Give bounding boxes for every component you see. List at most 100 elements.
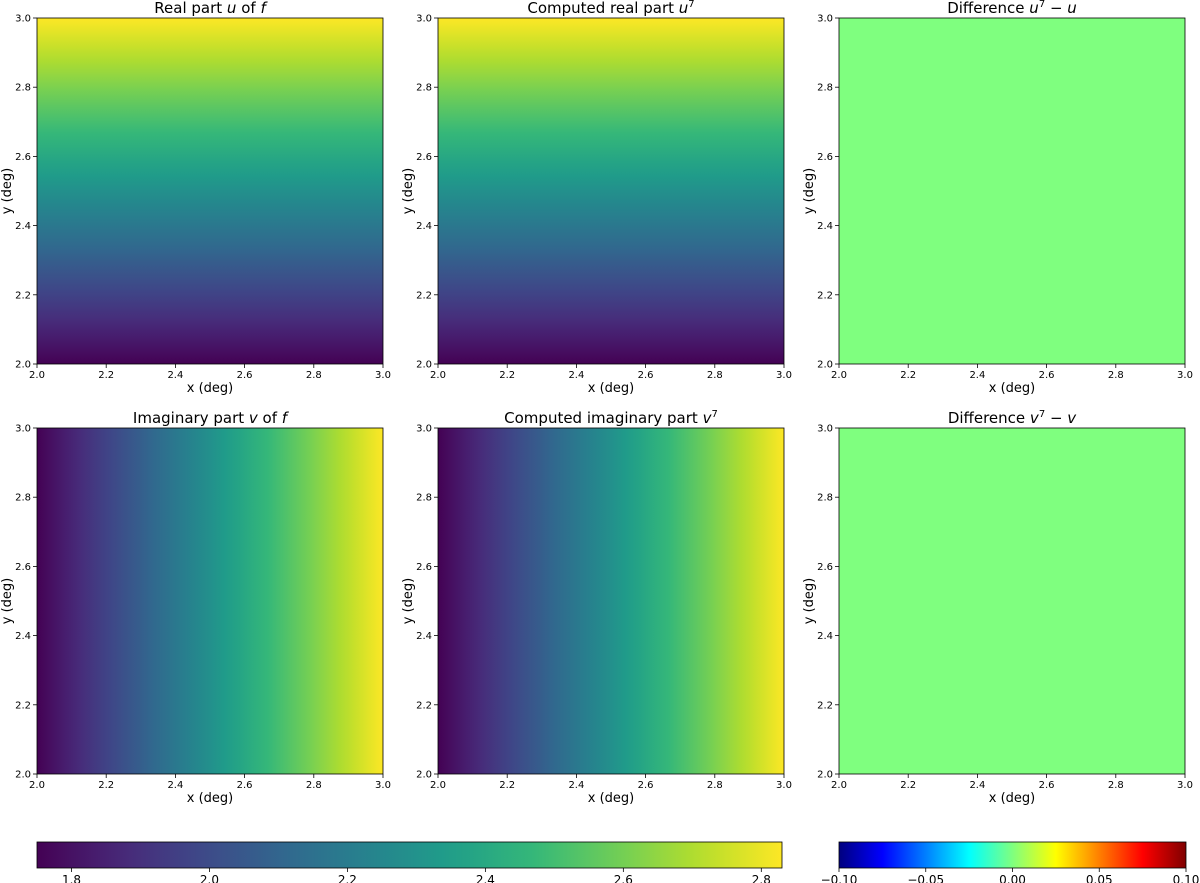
axes-frame bbox=[838, 427, 1186, 775]
colorbar-tick-label: 1.8 bbox=[62, 873, 81, 883]
panel-computed-real-part-u-7: Computed real part u7 2.0 2.2 2.4 2.6 2.8 3.0 2… bbox=[401, 0, 792, 396]
x-tick-label: 3.0 bbox=[776, 780, 792, 791]
y-tick-label: 2.8 bbox=[817, 83, 833, 94]
title-part: Real part bbox=[154, 0, 227, 17]
colorbar-tick-label: 2.0 bbox=[200, 873, 219, 883]
title-part: 7 bbox=[1039, 0, 1045, 10]
x-axis-label: x (deg) bbox=[588, 381, 634, 396]
y-axis-label: y (deg) bbox=[802, 578, 817, 624]
title-part: − bbox=[1045, 409, 1067, 427]
panel-title: Difference v7 − v bbox=[948, 409, 1077, 427]
title-part: u bbox=[1029, 0, 1039, 17]
x-tick-label: 2.4 bbox=[568, 370, 584, 381]
title-part: Difference bbox=[947, 0, 1029, 17]
y-tick-label: 2.8 bbox=[15, 83, 31, 94]
x-tick-label: 2.4 bbox=[167, 370, 183, 381]
panel-difference-v-7-v: Difference v7 − v 2.0 2.2 2.4 2.6 2.8 3.0 2.0 2.… bbox=[802, 409, 1193, 806]
y-tick-label: 3.0 bbox=[15, 14, 31, 25]
y-axis-label: y (deg) bbox=[0, 578, 15, 624]
x-tick-label: 2.0 bbox=[29, 370, 45, 381]
title-part: u bbox=[1067, 0, 1077, 17]
y-tick-label: 2.4 bbox=[15, 631, 31, 642]
y-tick-label: 3.0 bbox=[817, 424, 833, 435]
heatmap-image bbox=[37, 428, 383, 774]
y-tick-label: 2.0 bbox=[15, 770, 31, 781]
title-part: f bbox=[282, 409, 290, 427]
x-tick-label: 2.2 bbox=[98, 780, 114, 791]
y-tick-label: 2.6 bbox=[416, 562, 432, 573]
y-tick-label: 2.0 bbox=[817, 360, 833, 371]
panel-title: Difference u7 − u bbox=[947, 0, 1077, 17]
heatmap-image bbox=[839, 428, 1185, 774]
title-part: v bbox=[703, 409, 713, 427]
y-tick-label: 2.6 bbox=[817, 562, 833, 573]
colorbar-tick-label: 0.00 bbox=[999, 873, 1026, 883]
x-tick-label: 3.0 bbox=[375, 370, 391, 381]
title-part: 7 bbox=[711, 409, 717, 420]
y-tick-label: 2.2 bbox=[15, 290, 31, 301]
jet-colorbar: −0.10 −0.05 0.00 0.05 0.10 bbox=[821, 841, 1200, 883]
y-tick-label: 3.0 bbox=[416, 14, 432, 25]
y-tick-label: 3.0 bbox=[817, 14, 833, 25]
x-tick-label: 2.4 bbox=[969, 780, 985, 791]
x-axis-label: x (deg) bbox=[989, 791, 1035, 806]
viridis-colorbar: 1.8 2.0 2.2 2.4 2.6 2.8 bbox=[36, 841, 783, 883]
panel-imaginary-part-v-of-f: Imaginary part v of f 2.0 2.2 2.4 2.6 2.8 3.0 2… bbox=[0, 409, 391, 806]
y-tick-label: 2.2 bbox=[15, 700, 31, 711]
y-tick-label: 2.6 bbox=[15, 152, 31, 163]
x-tick-label: 2.0 bbox=[29, 780, 45, 791]
heatmap-image bbox=[37, 18, 383, 364]
title-part: Computed real part bbox=[527, 0, 678, 17]
panel-title: Computed imaginary part v7 bbox=[504, 409, 718, 427]
colorbar-tick-label: 2.6 bbox=[614, 873, 633, 883]
heatmap-image bbox=[839, 18, 1185, 364]
x-tick-label: 2.0 bbox=[831, 780, 847, 791]
y-tick-label: 2.6 bbox=[15, 562, 31, 573]
panel-title: Real part u of f bbox=[154, 0, 268, 17]
y-tick-label: 2.4 bbox=[416, 631, 432, 642]
x-tick-label: 2.8 bbox=[1108, 780, 1124, 791]
x-tick-label: 2.4 bbox=[167, 780, 183, 791]
y-tick-label: 2.2 bbox=[817, 700, 833, 711]
colorbars: 1.8 2.0 2.2 2.4 2.6 2.8 −0.10 −0.05 0.00 0.05 0.10 bbox=[36, 841, 1200, 883]
title-part: Difference bbox=[948, 409, 1030, 427]
x-axis-label: x (deg) bbox=[187, 381, 233, 396]
axes-frame bbox=[36, 427, 384, 775]
title-part: u bbox=[679, 0, 689, 17]
y-tick-label: 2.4 bbox=[416, 221, 432, 232]
y-tick-label: 2.2 bbox=[416, 700, 432, 711]
x-tick-label: 2.6 bbox=[1039, 370, 1055, 381]
panel-title: Imaginary part v of f bbox=[133, 409, 290, 427]
y-tick-label: 2.8 bbox=[817, 493, 833, 504]
x-tick-label: 2.6 bbox=[237, 780, 253, 791]
y-tick-label: 2.2 bbox=[817, 290, 833, 301]
axes-frame bbox=[437, 17, 785, 365]
y-axis-label: y (deg) bbox=[401, 578, 416, 624]
colorbar-tick-label: −0.05 bbox=[907, 873, 944, 883]
title-part: u bbox=[227, 0, 237, 17]
title-part: f bbox=[260, 0, 268, 17]
y-tick-label: 2.8 bbox=[15, 493, 31, 504]
x-tick-label: 2.6 bbox=[638, 370, 654, 381]
y-tick-label: 2.4 bbox=[817, 631, 833, 642]
panel-difference-u-7-u: Difference u7 − u2.0 2.2 2.4 2.6 2.8 3.02.02.… bbox=[802, 0, 1193, 396]
x-tick-label: 2.8 bbox=[306, 370, 322, 381]
x-tick-label: 2.8 bbox=[306, 780, 322, 791]
x-tick-label: 2.2 bbox=[900, 780, 916, 791]
title-part: Computed imaginary part bbox=[504, 409, 702, 427]
colorbar-tick-label: 0.05 bbox=[1086, 873, 1113, 883]
y-tick-label: 2.0 bbox=[15, 360, 31, 371]
y-tick-label: 2.0 bbox=[817, 770, 833, 781]
colorbar-frame bbox=[36, 841, 783, 869]
panels: Real part u of f 2.0 2.2 2.4 2.6 2.8 3.0 2.0 2.2… bbox=[0, 0, 1193, 806]
y-tick-label: 2.4 bbox=[817, 221, 833, 232]
axes-frame bbox=[838, 17, 1186, 365]
x-axis-label: x (deg) bbox=[588, 791, 634, 806]
title-part: − bbox=[1045, 0, 1067, 17]
colorbar-tick-label: 0.10 bbox=[1173, 873, 1200, 883]
panel-title: Computed real part u7 bbox=[527, 0, 694, 17]
y-tick-label: 2.8 bbox=[416, 83, 432, 94]
heatmap-image bbox=[438, 428, 784, 774]
axes-frame bbox=[36, 17, 384, 365]
y-tick-label: 3.0 bbox=[15, 424, 31, 435]
